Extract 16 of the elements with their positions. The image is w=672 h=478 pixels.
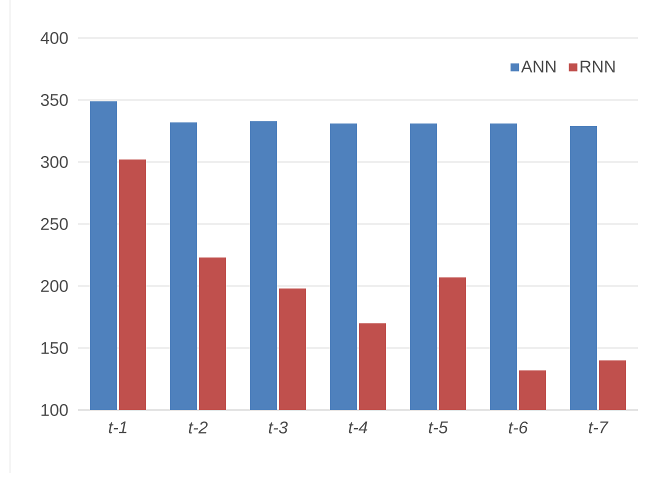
- y-tick-label: 100: [42, 404, 68, 416]
- y-tick-label: 150: [42, 342, 68, 354]
- legend-label: RNN: [580, 60, 615, 72]
- x-tick-label: t-7: [588, 422, 608, 434]
- x-tick-label: t-4: [348, 422, 368, 434]
- y-tick-label: 350: [40, 94, 68, 106]
- y-tick-label: 200: [41, 280, 68, 292]
- x-tick-label: t-6: [508, 422, 528, 434]
- x-tick-label: t-3: [268, 422, 288, 434]
- x-tick-label: t-2: [188, 422, 208, 434]
- y-tick-label: 300: [40, 156, 68, 168]
- legend-label: ANN: [521, 60, 556, 72]
- x-tick-label: t-1: [108, 422, 126, 434]
- y-tick-label: 400: [40, 32, 68, 44]
- y-tick-label: 250: [41, 218, 68, 230]
- x-tick-label: t-5: [428, 422, 448, 434]
